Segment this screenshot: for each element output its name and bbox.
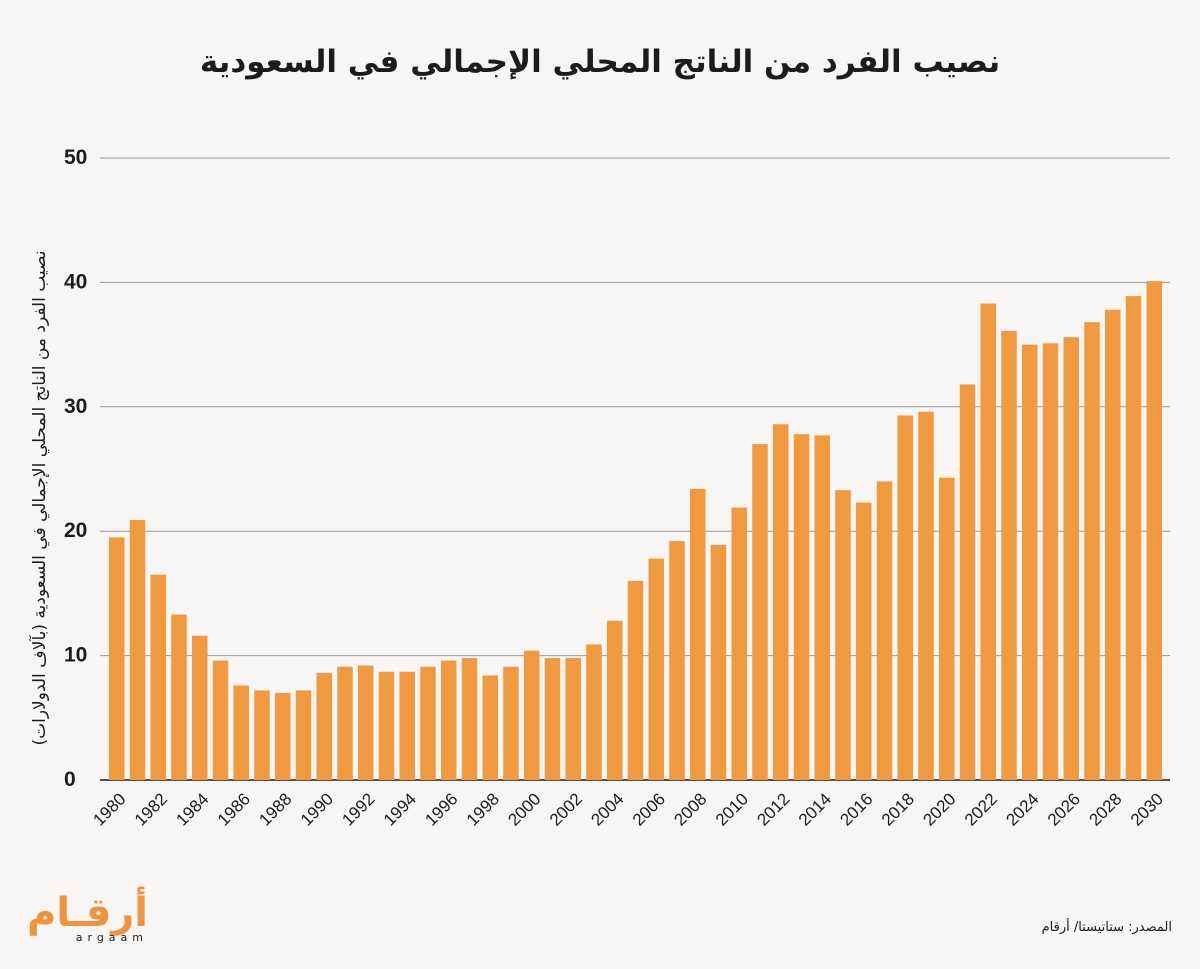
bar-2025 — [1042, 343, 1059, 780]
x-tick-label: 2010 — [712, 789, 752, 829]
bar-2010 — [731, 507, 747, 780]
bar-1996 — [441, 660, 457, 780]
x-tick-label: 2006 — [629, 789, 669, 829]
x-tick-label: 2004 — [587, 789, 627, 829]
bar-1999 — [503, 666, 519, 780]
bar-2018 — [897, 415, 913, 780]
y-tick-label: 30 — [64, 395, 87, 418]
x-tick-label: 1996 — [421, 789, 461, 829]
bar-2021 — [959, 384, 976, 780]
bar-1998 — [482, 675, 498, 780]
x-tick-label: 1998 — [463, 789, 503, 829]
bar-2004 — [607, 620, 623, 780]
x-tick-label: 2014 — [795, 789, 835, 829]
x-tick-label: 2008 — [670, 789, 710, 829]
bar-2000 — [524, 650, 540, 780]
x-tick-label: 2016 — [836, 789, 876, 829]
y-tick-label: 50 — [64, 146, 87, 169]
bar-1982 — [150, 574, 166, 780]
bar-1987 — [254, 690, 270, 780]
y-axis-ticks: 0 10 20 30 40 50 — [64, 146, 87, 791]
bar-2017 — [876, 481, 893, 780]
bar-2013 — [793, 434, 810, 780]
bar-2022 — [980, 303, 996, 780]
bar-2014 — [814, 435, 830, 780]
bar-2027 — [1084, 322, 1100, 780]
y-tick-label: 10 — [64, 644, 87, 667]
x-tick-label: 2020 — [919, 789, 959, 829]
chart-title: نصيب الفرد من الناتج المحلي الإجمالي في … — [199, 44, 1001, 80]
x-tick-label: 2018 — [878, 789, 918, 829]
bar-2007 — [669, 541, 685, 780]
x-tick-label: 1982 — [131, 789, 171, 829]
x-tick-label: 2022 — [961, 789, 1001, 829]
bar-2009 — [710, 544, 727, 780]
bar-2008 — [690, 488, 706, 780]
bar-1997 — [461, 658, 478, 780]
y-tick-label: 20 — [64, 519, 87, 542]
bar-2019 — [918, 411, 934, 780]
bar-2030 — [1146, 281, 1162, 780]
bar-1994 — [399, 671, 415, 780]
bar-1989 — [295, 690, 312, 780]
bar-1981 — [129, 520, 146, 780]
x-tick-label: 1984 — [172, 789, 212, 829]
bar-1990 — [316, 673, 332, 780]
argaam-logo: أرقـام argaam — [27, 890, 148, 944]
x-tick-label: 1990 — [297, 789, 337, 829]
bar-1986 — [233, 685, 249, 780]
y-tick-label: 40 — [64, 270, 87, 293]
x-tick-label: 2026 — [1044, 789, 1084, 829]
x-tick-label: 1994 — [380, 789, 420, 829]
bar-1993 — [378, 671, 395, 780]
logo-arabic-text: أرقـام — [27, 890, 148, 936]
bar-2029 — [1125, 296, 1142, 780]
bar-2026 — [1063, 337, 1079, 780]
x-axis-ticks: 1980 1982 1984 1986 1988 1990 1992 1994 1996 1998… — [89, 789, 1167, 829]
x-tick-label: 1986 — [214, 789, 254, 829]
logo-latin-text: argaam — [75, 931, 148, 944]
x-tick-label: 1988 — [255, 789, 295, 829]
x-tick-label: 2002 — [546, 789, 586, 829]
bar-1992 — [358, 665, 374, 780]
bar-2001 — [544, 658, 561, 780]
bar-2015 — [835, 490, 851, 780]
x-tick-label: 2000 — [504, 789, 544, 829]
bar-1983 — [171, 614, 187, 780]
bar-2005 — [627, 580, 644, 780]
bar-2023 — [1001, 330, 1017, 780]
bar-2002 — [565, 658, 581, 780]
x-tick-label: 1992 — [338, 789, 378, 829]
bar-2028 — [1105, 309, 1121, 780]
bar-2003 — [586, 644, 602, 780]
bar-2006 — [648, 558, 664, 780]
bar-2012 — [773, 424, 789, 780]
x-tick-label: 2012 — [753, 789, 793, 829]
bar-1995 — [420, 666, 436, 780]
bar-1991 — [337, 666, 353, 780]
y-axis-label: نصيب الفرد من الناتج المحلي الإجمالي في … — [28, 250, 50, 745]
x-tick-label: 1980 — [89, 789, 129, 829]
bar-2020 — [939, 477, 955, 780]
bars — [109, 281, 1162, 780]
bar-1985 — [212, 660, 229, 780]
bar-2016 — [856, 502, 872, 780]
x-tick-label: 2024 — [1002, 789, 1042, 829]
source-note: المصدر: ستاتيستا/ أرقام — [1041, 920, 1172, 935]
bar-2011 — [752, 444, 768, 780]
x-tick-label: 2030 — [1127, 789, 1167, 829]
bar-1988 — [275, 692, 291, 780]
bar-2024 — [1022, 344, 1038, 780]
bar-1984 — [192, 635, 208, 780]
x-tick-label: 2028 — [1085, 789, 1125, 829]
bar-1980 — [109, 537, 125, 780]
y-tick-label: 0 — [64, 768, 76, 791]
